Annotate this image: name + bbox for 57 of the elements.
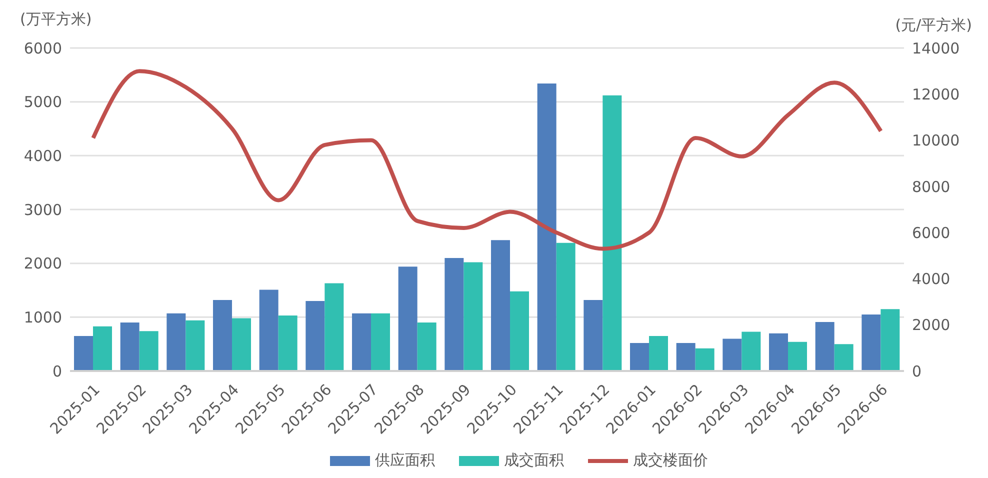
y-tick-label: 4000: [24, 146, 62, 165]
y2-tick-label: 2000: [912, 316, 950, 334]
bar: [676, 343, 696, 371]
bar: [232, 318, 251, 371]
legend-label: 供应面积: [374, 451, 435, 470]
bar: [742, 332, 761, 371]
bar: [139, 331, 158, 371]
y-tick-label: 3000: [24, 200, 62, 219]
y2-axis-title: (元/平方米): [895, 16, 972, 35]
bar: [324, 283, 344, 371]
bar: [815, 322, 834, 371]
bar: [74, 336, 93, 371]
y2-tick-label: 0: [912, 362, 922, 380]
bar: [556, 242, 576, 371]
y2-tick-label: 12000: [912, 85, 960, 104]
y2-tick-label: 10000: [912, 132, 960, 150]
y2-tick-label: 8000: [912, 178, 950, 196]
bar: [417, 322, 436, 371]
bar: [371, 313, 390, 371]
y2-tick-label: 14000: [912, 39, 960, 58]
bar: [444, 258, 464, 371]
y2-tick-label: 6000: [912, 224, 950, 242]
bar: [834, 344, 854, 371]
bar: [769, 333, 788, 371]
y-tick-label: 0: [52, 362, 62, 380]
legend-label: 成交楼面价: [632, 451, 708, 470]
bar: [352, 313, 371, 371]
bar: [880, 309, 900, 371]
bar: [278, 316, 298, 371]
y-tick-label: 1000: [24, 308, 62, 326]
y-tick-label: 5000: [24, 93, 62, 112]
bar: [491, 240, 510, 371]
y-axis-title: (万平方米): [20, 10, 92, 29]
bar: [722, 338, 742, 371]
y-tick-label: 2000: [24, 254, 62, 273]
bar: [695, 348, 714, 371]
bar: [510, 291, 529, 371]
bar: [537, 84, 556, 371]
y-tick-label: 6000: [24, 39, 62, 58]
bar: [788, 342, 807, 371]
bar: [93, 326, 112, 371]
bar: [630, 343, 649, 371]
legend-label: 成交面积: [503, 451, 564, 470]
bar: [584, 300, 603, 371]
bar: [120, 322, 140, 371]
bar: [862, 314, 881, 371]
bar: [602, 95, 622, 371]
bar: [649, 336, 668, 371]
line-series: [91, 69, 883, 251]
bar: [398, 266, 418, 371]
bar: [306, 301, 325, 371]
bar: [464, 262, 483, 371]
y2-tick-label: 4000: [912, 270, 950, 288]
bar: [259, 290, 278, 371]
bar: [213, 300, 232, 371]
bar: [186, 320, 205, 371]
bar: [166, 313, 186, 371]
